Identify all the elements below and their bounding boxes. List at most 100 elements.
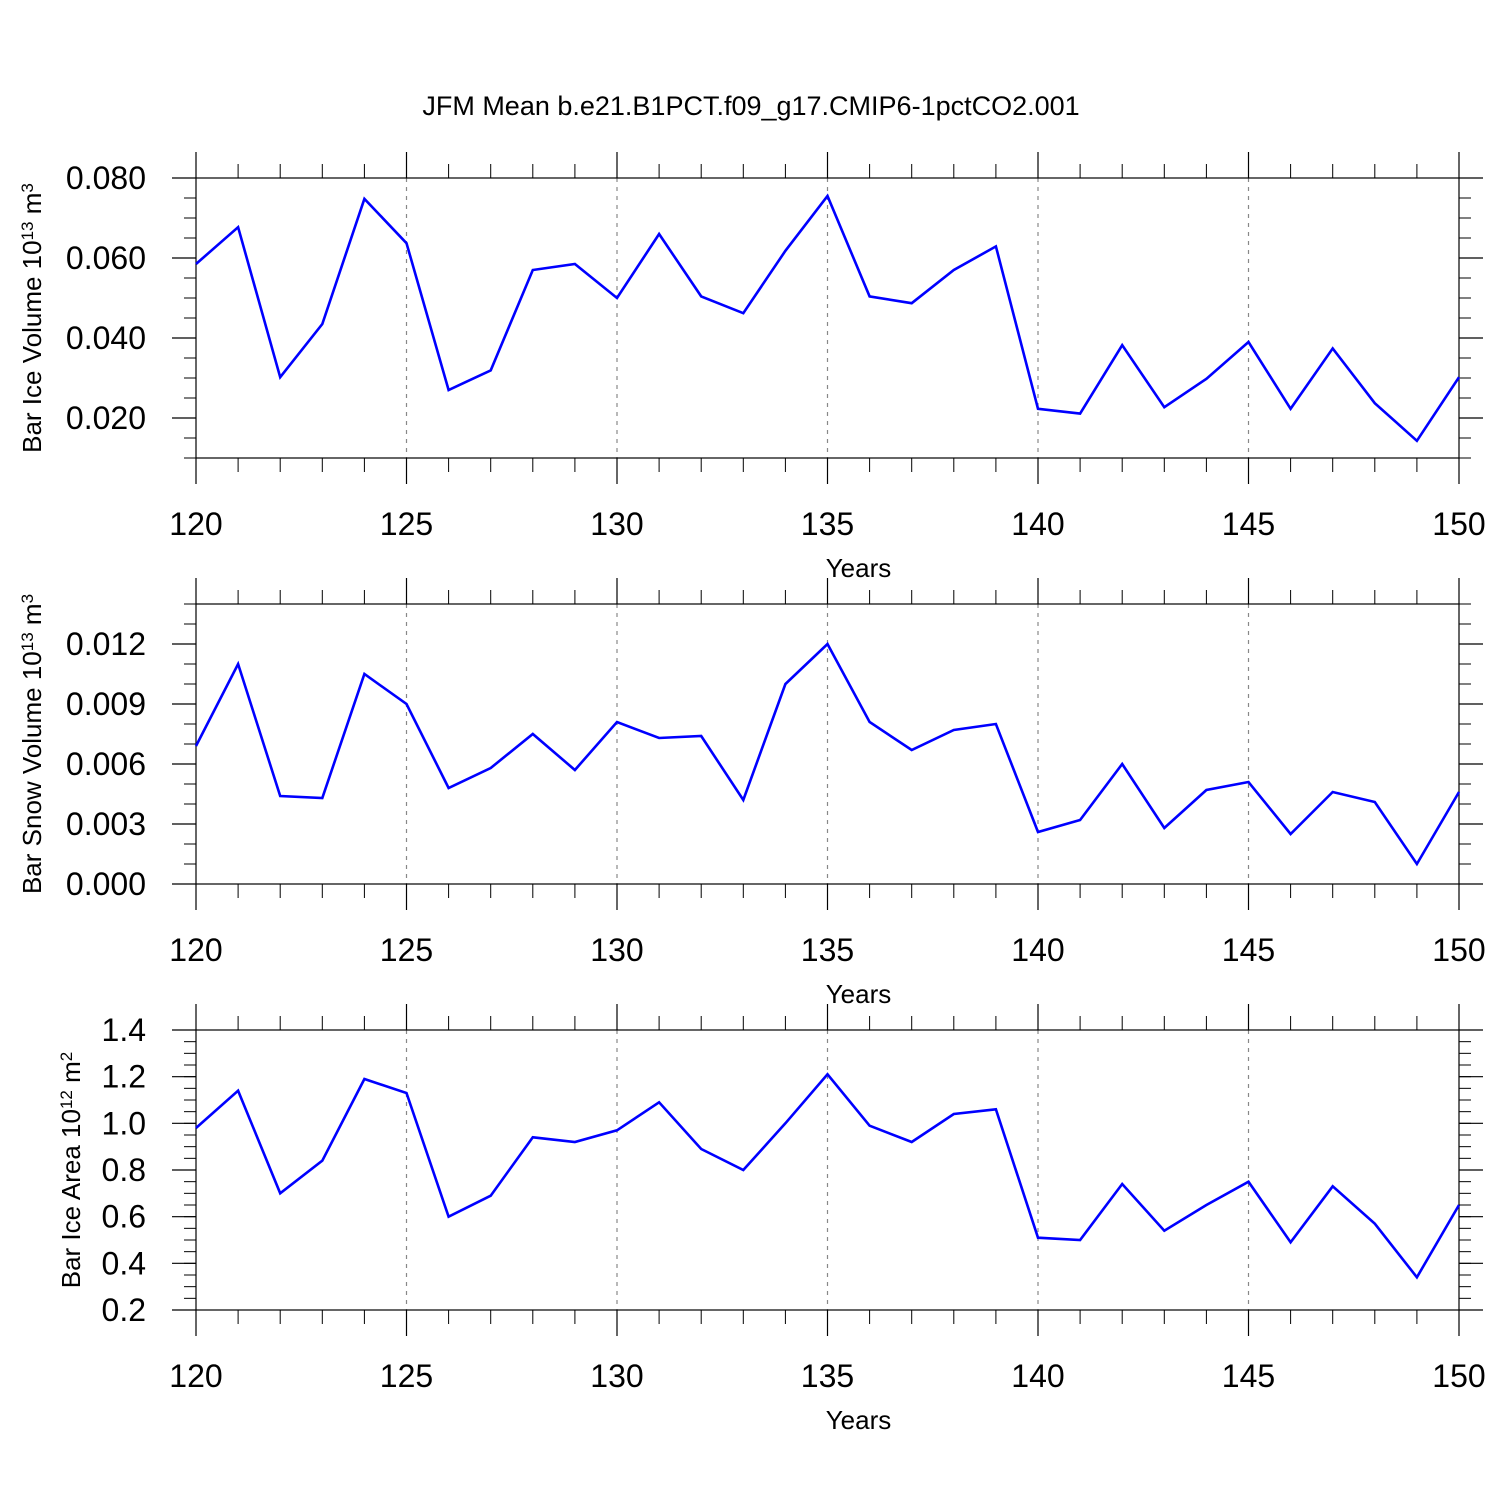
data-point bbox=[1203, 1202, 1209, 1208]
x-tick-label: 145 bbox=[1222, 932, 1275, 968]
y-tick-label: 0.009 bbox=[66, 686, 146, 722]
data-point bbox=[1161, 404, 1167, 410]
data-point bbox=[867, 1123, 873, 1129]
x-tick-label: 125 bbox=[380, 506, 433, 542]
data-point bbox=[909, 300, 915, 306]
x-tick-label: 120 bbox=[169, 506, 222, 542]
y-tick-label: 0.006 bbox=[66, 746, 146, 782]
data-point bbox=[1161, 1228, 1167, 1234]
y-axis-label-text: m bbox=[17, 193, 47, 222]
data-point bbox=[656, 1099, 662, 1105]
data-point bbox=[488, 765, 494, 771]
y-axis-label: Bar Snow Volume 1013 m3 bbox=[17, 594, 47, 894]
y-tick-label: 0.012 bbox=[66, 626, 146, 662]
data-point bbox=[1372, 799, 1378, 805]
y-tick-label: 0.040 bbox=[66, 320, 146, 356]
y-tick-label: 0.2 bbox=[102, 1292, 146, 1328]
y-axis-label-superscript: 3 bbox=[18, 183, 37, 192]
data-point bbox=[740, 797, 746, 803]
data-point bbox=[361, 196, 367, 202]
y-tick-label: 1.4 bbox=[102, 1012, 146, 1048]
data-point bbox=[614, 1127, 620, 1133]
data-point bbox=[614, 295, 620, 301]
y-axis-label-superscript: 13 bbox=[18, 221, 37, 240]
data-point bbox=[235, 1088, 241, 1094]
data-point bbox=[404, 240, 410, 246]
x-tick-label: 135 bbox=[801, 506, 854, 542]
data-point bbox=[867, 293, 873, 299]
data-point bbox=[1119, 342, 1125, 348]
x-tick-label: 120 bbox=[169, 932, 222, 968]
y-tick-label: 1.0 bbox=[102, 1105, 146, 1141]
data-point bbox=[1288, 1239, 1294, 1245]
data-point bbox=[909, 1139, 915, 1145]
data-point bbox=[235, 224, 241, 230]
data-point bbox=[782, 681, 788, 687]
data-point bbox=[698, 293, 704, 299]
y-axis-label-text: Bar Ice Area 10 bbox=[56, 1109, 86, 1288]
data-point bbox=[656, 231, 662, 237]
data-point bbox=[1372, 400, 1378, 406]
data-point bbox=[530, 267, 536, 273]
data-point bbox=[740, 310, 746, 316]
y-tick-label: 0.6 bbox=[102, 1199, 146, 1235]
y-axis-label-superscript: 3 bbox=[18, 594, 37, 603]
data-point bbox=[1414, 1274, 1420, 1280]
data-point bbox=[446, 1214, 452, 1220]
data-point bbox=[1456, 374, 1462, 380]
data-point bbox=[1330, 1183, 1336, 1189]
data-point bbox=[825, 641, 831, 647]
data-point bbox=[1372, 1221, 1378, 1227]
data-point bbox=[740, 1167, 746, 1173]
y-tick-label: 0.060 bbox=[66, 240, 146, 276]
x-tick-label: 135 bbox=[801, 932, 854, 968]
data-point bbox=[488, 1193, 494, 1199]
data-point bbox=[1119, 761, 1125, 767]
data-point bbox=[488, 367, 494, 373]
data-point bbox=[319, 795, 325, 801]
data-point bbox=[1203, 787, 1209, 793]
data-point bbox=[1246, 1179, 1252, 1185]
data-point bbox=[572, 261, 578, 267]
data-point bbox=[825, 193, 831, 199]
x-axis-label: Years bbox=[826, 553, 892, 583]
series-line bbox=[195, 193, 1461, 443]
data-point bbox=[1077, 817, 1083, 823]
x-tick-label: 140 bbox=[1011, 932, 1064, 968]
data-point bbox=[277, 1190, 283, 1196]
data-point bbox=[656, 735, 662, 741]
data-point bbox=[530, 1134, 536, 1140]
data-point bbox=[1077, 1237, 1083, 1243]
x-tick-label: 125 bbox=[380, 1358, 433, 1394]
y-axis-label-text: m bbox=[56, 1061, 86, 1090]
data-point bbox=[193, 261, 199, 267]
data-point bbox=[1288, 831, 1294, 837]
data-point bbox=[277, 793, 283, 799]
x-tick-label: 130 bbox=[590, 506, 643, 542]
data-point bbox=[193, 1125, 199, 1131]
x-tick-label: 135 bbox=[801, 1358, 854, 1394]
data-point bbox=[698, 1146, 704, 1152]
data-point bbox=[404, 701, 410, 707]
data-point bbox=[277, 374, 283, 380]
data-point bbox=[319, 321, 325, 327]
y-tick-label: 0.003 bbox=[66, 806, 146, 842]
y-axis-label: Bar Ice Area 1012 m2 bbox=[56, 1052, 86, 1289]
y-axis-label-superscript: 12 bbox=[57, 1090, 76, 1109]
data-point bbox=[361, 671, 367, 677]
x-tick-label: 120 bbox=[169, 1358, 222, 1394]
data-point bbox=[951, 1111, 957, 1117]
data-point bbox=[530, 731, 536, 737]
data-point bbox=[1330, 789, 1336, 795]
data-point bbox=[572, 767, 578, 773]
data-point bbox=[614, 719, 620, 725]
data-point bbox=[319, 1158, 325, 1164]
data-point bbox=[404, 1090, 410, 1096]
data-point bbox=[235, 661, 241, 667]
x-tick-label: 125 bbox=[380, 932, 433, 968]
data-point bbox=[1077, 411, 1083, 417]
data-point bbox=[867, 719, 873, 725]
y-axis-label-superscript: 2 bbox=[57, 1052, 76, 1061]
data-point bbox=[993, 243, 999, 249]
